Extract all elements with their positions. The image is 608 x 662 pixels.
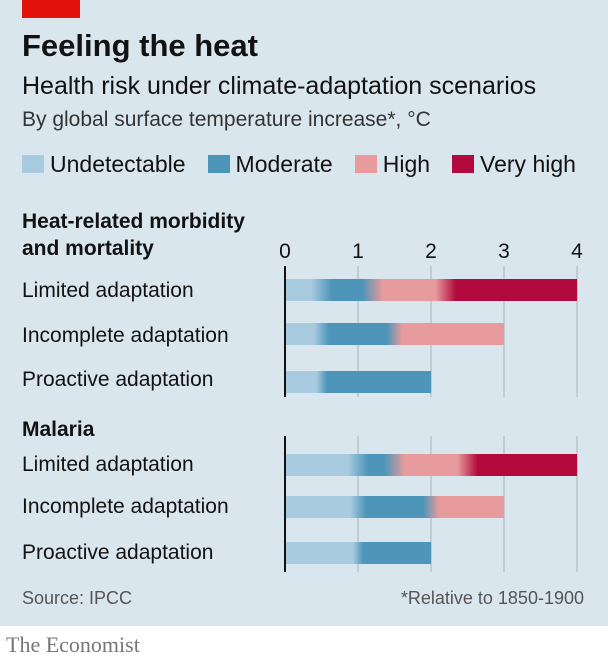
row-label-malaria-proactive: Proactive adaptation bbox=[22, 541, 214, 564]
bar-segment-malaria-limited-moderate bbox=[358, 454, 395, 476]
x-tick-label-2: 2 bbox=[425, 240, 437, 263]
chart-description: By global surface temperature increase*,… bbox=[22, 108, 431, 131]
bar-malaria-proactive bbox=[285, 542, 431, 564]
chart-title: Feeling the heat bbox=[22, 28, 258, 63]
bar-segment-heat-proactive-moderate bbox=[322, 371, 432, 393]
legend-item-moderate: Moderate bbox=[207, 150, 333, 178]
bar-segment-malaria-incomplete-high bbox=[431, 496, 504, 518]
legend-item-undetectable: Undetectable bbox=[22, 151, 186, 178]
legend: Undetectable Moderate High Very high bbox=[22, 148, 598, 180]
row-label-malaria-incomplete: Incomplete adaptation bbox=[22, 495, 229, 518]
chart-subtitle: Health risk under climate-adaptation sce… bbox=[22, 72, 537, 100]
bar-segment-heat-limited-high bbox=[373, 279, 446, 301]
legend-swatch-moderate bbox=[207, 155, 230, 173]
bar-heat-limited bbox=[285, 279, 577, 301]
bar-heat-proactive bbox=[285, 371, 431, 393]
legend-label-high: High bbox=[382, 150, 431, 177]
bar-malaria-incomplete bbox=[285, 496, 504, 518]
bar-segment-malaria-incomplete-moderate bbox=[358, 496, 431, 518]
row-label-heat-proactive: Proactive adaptation bbox=[22, 368, 214, 391]
source-note: Source: IPCC bbox=[22, 588, 133, 608]
x-tick-label-4: 4 bbox=[571, 240, 583, 263]
brand-red-tag bbox=[22, 0, 80, 18]
row-label-malaria-limited: Limited adaptation bbox=[22, 453, 194, 476]
legend-label-undetectable: Undetectable bbox=[50, 150, 186, 177]
section-title-heat-line-1: Heat-related morbidity bbox=[22, 210, 245, 233]
section-title-heat: Heat-related morbidity and mortality bbox=[22, 208, 245, 262]
bar-segment-malaria-proactive-moderate bbox=[358, 542, 431, 564]
section-title-heat-line-2: and mortality bbox=[22, 237, 154, 260]
row-label-heat-incomplete: Incomplete adaptation bbox=[22, 324, 229, 347]
bar-segment-heat-incomplete-high bbox=[395, 323, 505, 345]
bar-segment-malaria-limited-high bbox=[395, 454, 468, 476]
legend-swatch-very-high bbox=[452, 155, 475, 173]
x-tick-label-0: 0 bbox=[279, 240, 291, 263]
bar-segment-malaria-limited-very-high bbox=[468, 454, 578, 476]
x-tick-label-3: 3 bbox=[498, 240, 510, 263]
footnote: *Relative to 1850-1900 bbox=[400, 588, 584, 608]
legend-swatch-undetectable bbox=[22, 155, 44, 173]
chart-panel bbox=[0, 0, 608, 626]
chart-plot-area: 0 1 2 3 4 bbox=[279, 240, 583, 572]
bar-segment-heat-incomplete-undetectable bbox=[285, 323, 322, 345]
section-title-malaria: Malaria bbox=[22, 416, 94, 443]
bar-segment-heat-limited-undetectable bbox=[285, 279, 322, 301]
bar-segment-malaria-limited-undetectable bbox=[285, 454, 358, 476]
legend-swatch-high bbox=[354, 155, 377, 173]
bar-segment-heat-incomplete-moderate bbox=[322, 323, 395, 345]
legend-item-high: High bbox=[354, 150, 431, 178]
bar-heat-incomplete bbox=[285, 323, 504, 345]
brand-logo-text: The Economist bbox=[6, 632, 140, 657]
bar-segment-heat-proactive-undetectable bbox=[285, 371, 322, 393]
bar-malaria-limited bbox=[285, 454, 577, 476]
bar-segment-malaria-incomplete-undetectable bbox=[285, 496, 358, 518]
bar-segment-heat-limited-moderate bbox=[322, 279, 373, 301]
bar-segment-malaria-proactive-undetectable bbox=[285, 542, 358, 564]
row-label-heat-limited: Limited adaptation bbox=[22, 279, 194, 302]
bar-segment-heat-limited-very-high bbox=[446, 279, 577, 301]
legend-item-very-high: Very high bbox=[452, 151, 576, 178]
x-tick-label-1: 1 bbox=[352, 240, 364, 263]
section-title-malaria-line-1: Malaria bbox=[22, 418, 95, 441]
legend-label-moderate: Moderate bbox=[235, 150, 333, 177]
legend-label-very-high: Very high bbox=[480, 150, 576, 177]
